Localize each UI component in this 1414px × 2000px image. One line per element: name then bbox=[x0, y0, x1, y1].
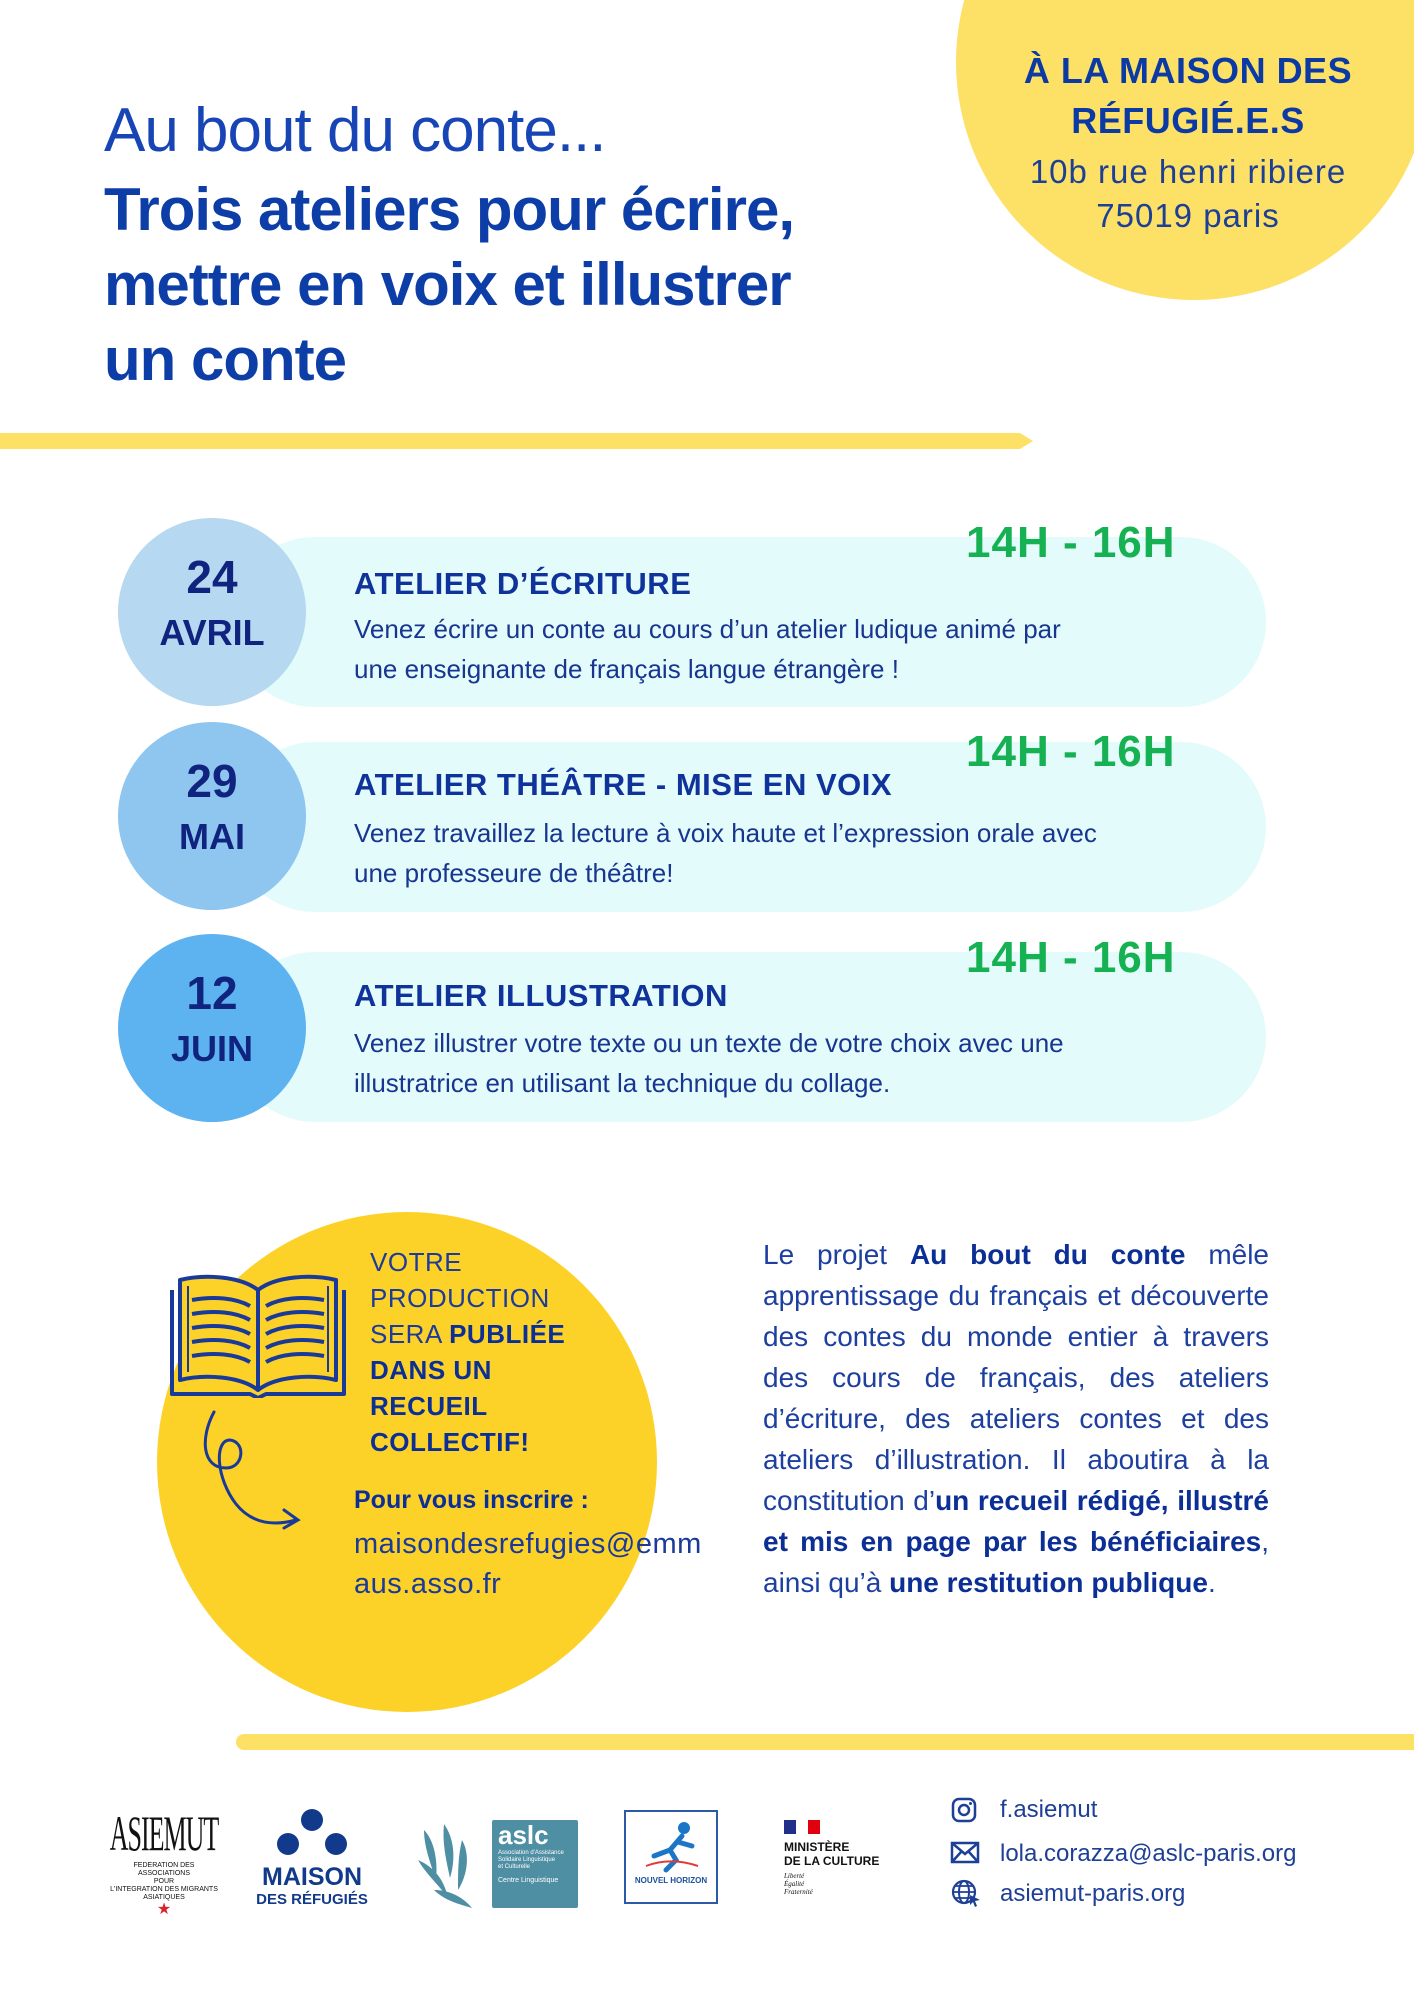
globe-cursor-icon bbox=[951, 1879, 980, 1907]
venue-address: 10b rue henri ribiere 75019 paris bbox=[996, 150, 1380, 238]
aslc-logo-panel: aslc Association d'Assistance Solidaire … bbox=[492, 1820, 578, 1908]
description-line: Venez illustrer votre texte ou un texte … bbox=[354, 1028, 1064, 1058]
workshop-time: 14H - 16H bbox=[966, 933, 1176, 982]
motto-line: Égalité bbox=[784, 1880, 805, 1888]
aslc-caption: Association d'Assistance Solidaire Lingu… bbox=[492, 1850, 578, 1871]
venue-title: À LA MAISON DES RÉFUGIÉ.E.S bbox=[996, 46, 1380, 146]
project-description: Le projet Au bout du conte mêle apprenti… bbox=[763, 1234, 1269, 1603]
contact-email-address[interactable]: lola.corazza@aslc-paris.org bbox=[1000, 1840, 1297, 1867]
bamboo-leaves-icon bbox=[418, 1824, 472, 1908]
workshop-time: 14H - 16H bbox=[966, 518, 1176, 567]
asiemut-caption: FEDERATION DES ASSOCIATIONS POUR L'INTEG… bbox=[108, 1862, 220, 1902]
ministere-line2: DE LA CULTURE bbox=[784, 1854, 880, 1868]
signup-email-link[interactable]: maisondesrefugies@emmaus.asso.fr bbox=[354, 1528, 702, 1600]
workshop-card-illustration bbox=[230, 952, 1266, 1122]
workshop-time: 14H - 16H bbox=[966, 727, 1176, 776]
bottom-divider bbox=[236, 1734, 1414, 1750]
open-book-icon bbox=[170, 1274, 346, 1398]
date-badge-12-juin: 12 JUIN bbox=[118, 934, 306, 1122]
asiemut-logo: ASIEMUT FEDERATION DES ASSOCIATIONS POUR… bbox=[108, 1806, 220, 1920]
publication-message: VOTRE PRODUCTION SERA PUBLIÉE DANS UN RE… bbox=[370, 1244, 630, 1460]
top-divider bbox=[0, 433, 1033, 449]
french-flag-icon bbox=[784, 1820, 820, 1834]
description-line: illustratrice en utilisant la technique … bbox=[354, 1068, 891, 1098]
project-text: . bbox=[1207, 1567, 1216, 1598]
workshop-card-theatre bbox=[230, 742, 1266, 912]
workshop-title: ATELIER ILLUSTRATION bbox=[354, 978, 728, 1013]
runner-icon bbox=[645, 1822, 699, 1873]
workshop-description: Venez écrire un conte au cours d’un atel… bbox=[354, 609, 1234, 689]
date-month: JUIN bbox=[170, 1028, 254, 1069]
publication-line: PRODUCTION bbox=[370, 1283, 550, 1313]
nouvel-horizon-text: NOUVEL HORIZON bbox=[634, 1876, 708, 1885]
instagram-handle[interactable]: f.asiemut bbox=[1000, 1796, 1098, 1823]
date-badge-29-mai: 29 MAI bbox=[118, 722, 306, 910]
workshop-title: ATELIER THÉÂTRE - MISE EN VOIX bbox=[354, 767, 893, 802]
asiemut-caption-line: FEDERATION DES ASSOCIATIONS bbox=[133, 1862, 195, 1877]
mail-icon bbox=[950, 1841, 980, 1864]
venue-title-line1: À LA MAISON DES bbox=[1023, 50, 1353, 91]
publication-text: SERA bbox=[370, 1319, 450, 1349]
subtitle-line2: mettre en voix et illustrer bbox=[104, 251, 792, 318]
maison-logo-line2: DES RÉFUGIÉS bbox=[256, 1891, 368, 1908]
venue-title-line2: RÉFUGIÉ.E.S bbox=[1071, 100, 1305, 141]
aslc-caption-line: et Culturelle bbox=[498, 1864, 531, 1870]
description-line: Venez travaillez la lecture à voix haute… bbox=[354, 818, 1097, 848]
page-subtitle: Trois ateliers pour écrire, mettre en vo… bbox=[104, 172, 924, 397]
publication-emphasis: PUBLIÉE bbox=[449, 1319, 566, 1349]
workshop-description: Venez travaillez la lecture à voix haute… bbox=[354, 813, 1234, 893]
maison-dots-icon bbox=[277, 1809, 347, 1855]
project-emphasis: Au bout du conte bbox=[909, 1239, 1186, 1270]
date-badge-24-avril: 24 AVRIL bbox=[118, 518, 306, 706]
publication-emphasis: COLLECTIF! bbox=[370, 1427, 530, 1457]
ministere-culture-logo: MINISTÈRE DE LA CULTURE Liberté Égalité … bbox=[784, 1820, 904, 1904]
project-text: , ainsi qu’à bbox=[763, 1526, 1269, 1598]
website-link[interactable]: asiemut-paris.org bbox=[1000, 1880, 1186, 1907]
page-title: Au bout du conte... bbox=[104, 96, 606, 165]
description-line: une professeure de théâtre! bbox=[354, 858, 674, 888]
subtitle-line1: Trois ateliers pour écrire, bbox=[104, 176, 795, 243]
signup-label: Pour vous inscrire : bbox=[354, 1486, 589, 1514]
asiemut-caption-line: POUR bbox=[153, 1878, 175, 1885]
motto-line: Fraternité bbox=[784, 1888, 813, 1896]
asiemut-logo-text: ASIEMUT bbox=[109, 1806, 220, 1862]
aslc-logo: aslc Association d'Assistance Solidaire … bbox=[414, 1820, 580, 1910]
workshop-title: ATELIER D’ÉCRITURE bbox=[354, 566, 692, 601]
publication-line: SERA PUBLIÉE bbox=[370, 1316, 630, 1352]
subtitle-line3: un conte bbox=[104, 326, 347, 393]
description-line: Venez écrire un conte au cours d’un atel… bbox=[354, 614, 1061, 644]
publication-line: VOTRE bbox=[370, 1247, 463, 1277]
red-star-icon: ★ bbox=[156, 1901, 172, 1918]
motto-line: Liberté bbox=[784, 1872, 805, 1880]
asiemut-caption-line: L'INTEGRATION DES MIGRANTS bbox=[110, 1886, 218, 1893]
project-text: Le projet bbox=[763, 1239, 910, 1270]
project-text: mêle apprentissage du français et découv… bbox=[763, 1239, 1270, 1516]
publication-emphasis: DANS UN bbox=[370, 1355, 492, 1385]
ministere-motto: Liberté Égalité Fraternité bbox=[784, 1872, 904, 1896]
aslc-caption-line: Solidaire Linguistique bbox=[498, 1857, 556, 1863]
date-day: 29 bbox=[186, 755, 238, 807]
workshop-card-ecriture bbox=[230, 537, 1266, 707]
aslc-logo-text: aslc bbox=[498, 1820, 549, 1850]
curly-arrow-icon bbox=[203, 1410, 301, 1530]
date-day: 24 bbox=[186, 551, 238, 603]
project-emphasis: une restitution publique bbox=[889, 1567, 1208, 1598]
description-line: une enseignante de français langue étran… bbox=[354, 654, 899, 684]
address-line1: 10b rue henri ribiere bbox=[1029, 153, 1347, 190]
project-emphasis: un recueil rédigé, illustré et mis en pa… bbox=[763, 1485, 1270, 1557]
maison-logo-line1: MAISON bbox=[262, 1863, 362, 1891]
asiemut-caption-line: ASIATIQUES bbox=[143, 1894, 185, 1901]
instagram-icon bbox=[951, 1797, 977, 1823]
aslc-caption-line: Association d'Assistance bbox=[498, 1850, 564, 1856]
address-line2: 75019 paris bbox=[1096, 197, 1280, 234]
maison-des-refugies-logo: MAISON DES RÉFUGIÉS bbox=[248, 1806, 376, 1910]
date-day: 12 bbox=[186, 967, 238, 1019]
publication-emphasis: RECUEIL bbox=[370, 1391, 488, 1421]
date-month: MAI bbox=[179, 816, 245, 857]
nouvel-horizon-logo: NOUVEL HORIZON bbox=[624, 1810, 718, 1904]
date-month: AVRIL bbox=[159, 612, 265, 653]
aslc-caption-line: Centre Linguistique bbox=[498, 1877, 559, 1884]
ministere-line1: MINISTÈRE bbox=[784, 1840, 850, 1854]
workshop-description: Venez illustrer votre texte ou un texte … bbox=[354, 1023, 1234, 1103]
